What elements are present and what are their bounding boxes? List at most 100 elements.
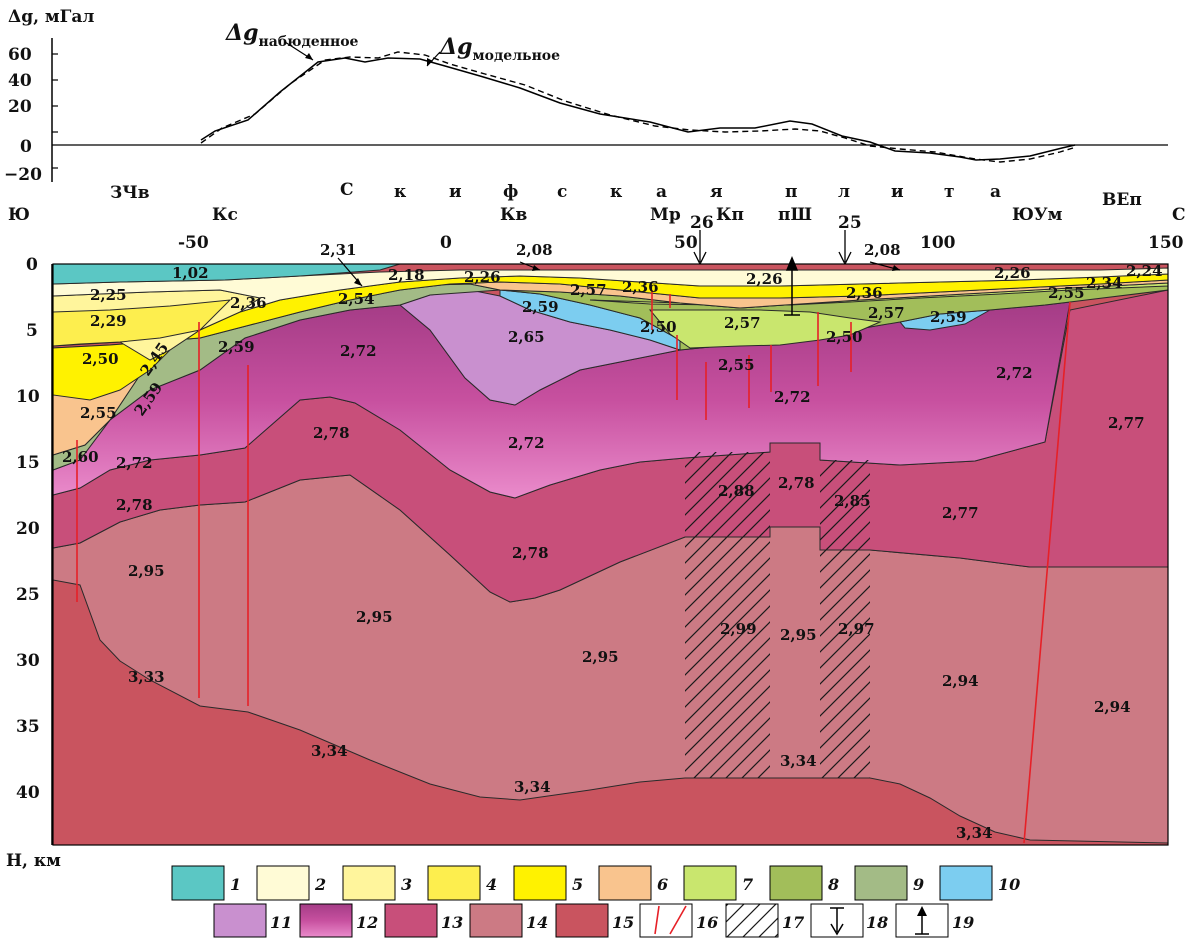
density-label: 2,36 bbox=[846, 284, 883, 302]
region-letter: л bbox=[838, 182, 850, 202]
density-label: 2,26 bbox=[994, 264, 1031, 282]
depth-tick: 10 bbox=[16, 387, 40, 407]
legend-swatch-2 bbox=[256, 865, 310, 901]
legend-label: 6 bbox=[657, 875, 668, 894]
legend-swatch-8 bbox=[769, 865, 823, 901]
density-label: 2,36 bbox=[230, 294, 267, 312]
region-letter: и bbox=[449, 182, 462, 202]
density-label: 2,59 bbox=[522, 298, 559, 316]
legend-swatch-1 bbox=[171, 865, 225, 901]
density-label: 2,18 bbox=[388, 266, 425, 284]
layer-4 bbox=[52, 299, 232, 347]
legend-label: 9 bbox=[913, 875, 924, 894]
place-label: Кс bbox=[212, 205, 238, 225]
density-label: 2,25 bbox=[90, 286, 127, 304]
well-label: 26 bbox=[690, 213, 714, 233]
density-label: 2,60 bbox=[62, 448, 99, 466]
density-label: 3,34 bbox=[311, 742, 348, 760]
region-letter: с bbox=[557, 182, 567, 202]
gravity-tick: 40 bbox=[8, 71, 32, 91]
density-label: 2,55 bbox=[1048, 284, 1085, 302]
region-letter: п bbox=[785, 182, 797, 202]
south-end-label: Ю bbox=[8, 205, 30, 225]
legend-swatch-9 bbox=[854, 865, 908, 901]
density-label: 2,57 bbox=[868, 304, 905, 322]
region-letter: а bbox=[990, 182, 1001, 202]
legend-label: 10 bbox=[998, 875, 1020, 894]
x-tick: 100 bbox=[920, 233, 956, 253]
density-label: 2,78 bbox=[512, 544, 549, 562]
depth-tick: 35 bbox=[16, 717, 40, 737]
place-label: ЗЧв bbox=[110, 183, 150, 203]
legend-label: 3 bbox=[401, 875, 412, 894]
region-letter: и bbox=[891, 182, 904, 202]
depth-tick: 30 bbox=[16, 651, 40, 671]
legend-swatch-11 bbox=[213, 903, 267, 938]
density-label: 2,57 bbox=[570, 281, 607, 299]
gravity-profile-panel: Δg, мГал 60 40 20 0 −20 Δgнабюденное Δgм… bbox=[4, 7, 1168, 185]
legend-label: 13 bbox=[441, 913, 463, 932]
density-label: 2,59 bbox=[930, 308, 967, 326]
density-label: 2,99 bbox=[720, 620, 757, 638]
legend-label: 5 bbox=[572, 875, 583, 894]
density-label: 2,55 bbox=[718, 356, 755, 374]
legend-label: 2 bbox=[314, 875, 326, 894]
depth-axis-label: H, км bbox=[6, 851, 61, 871]
legend-label: 15 bbox=[612, 913, 634, 932]
density-label: 2,34 bbox=[1086, 274, 1123, 292]
legend-swatch-17 bbox=[725, 903, 779, 938]
gravity-tick: 0 bbox=[20, 137, 32, 157]
gravity-tick: 20 bbox=[8, 97, 32, 117]
legend-label: 7 bbox=[742, 875, 753, 894]
place-label: ЮУм bbox=[1012, 205, 1063, 225]
density-label: 2,50 bbox=[640, 318, 677, 336]
region-letter: т bbox=[944, 182, 955, 202]
well-label: 25 bbox=[838, 213, 862, 233]
density-label: 2,95 bbox=[128, 562, 165, 580]
legend-label: 11 bbox=[270, 913, 292, 932]
density-label: 2,78 bbox=[313, 424, 350, 442]
surface-label: 2,31 bbox=[320, 241, 357, 259]
depth-tick: 15 bbox=[16, 453, 40, 473]
density-label: 2,29 bbox=[90, 312, 127, 330]
density-label: 2,54 bbox=[338, 290, 375, 308]
density-label: 2,65 bbox=[508, 328, 545, 346]
legend-label: 8 bbox=[827, 875, 839, 894]
place-label: Кв bbox=[500, 205, 527, 225]
model-curve-label: Δgмодельное bbox=[439, 34, 560, 64]
density-label: 1,02 bbox=[172, 264, 209, 282]
gravity-tick: 60 bbox=[8, 45, 32, 65]
density-label: 2,97 bbox=[838, 620, 875, 638]
place-label: пШ bbox=[778, 205, 812, 225]
legend-swatch-3 bbox=[342, 865, 396, 901]
hatched-block bbox=[685, 452, 870, 778]
x-tick: 50 bbox=[674, 233, 698, 253]
region-letter: ф bbox=[503, 182, 518, 202]
density-label: 2,57 bbox=[724, 314, 761, 332]
density-label: 2,55 bbox=[80, 404, 117, 422]
legend-swatch-10 bbox=[939, 865, 993, 901]
legend-label: 4 bbox=[486, 875, 497, 894]
place-label: ВЕп bbox=[1102, 190, 1142, 210]
density-label: 2,94 bbox=[1094, 698, 1131, 716]
region-letter: С bbox=[340, 180, 354, 200]
legend-swatch-12 bbox=[299, 903, 353, 938]
density-label: 2,72 bbox=[340, 342, 377, 360]
density-label: 2,95 bbox=[582, 648, 619, 666]
legend-swatch-13 bbox=[384, 903, 438, 938]
depth-tick: 40 bbox=[16, 783, 40, 803]
density-label: 2,88 bbox=[718, 482, 755, 500]
x-tick: 0 bbox=[440, 233, 452, 253]
density-label: 2,26 bbox=[746, 270, 783, 288]
density-label: 2,50 bbox=[82, 350, 119, 368]
region-letter: а bbox=[656, 182, 667, 202]
density-label: 2,72 bbox=[774, 388, 811, 406]
density-label: 2,94 bbox=[942, 672, 979, 690]
density-label: 2,72 bbox=[996, 364, 1033, 382]
place-label: Кп bbox=[716, 205, 744, 225]
density-label: 2,77 bbox=[942, 504, 979, 522]
legend: 1 2 3 4 5 6 7 8 9 10 11 12 13 14 15 16 1 bbox=[171, 865, 1020, 938]
density-label: 2,85 bbox=[834, 492, 871, 510]
density-label: 2,50 bbox=[826, 328, 863, 346]
